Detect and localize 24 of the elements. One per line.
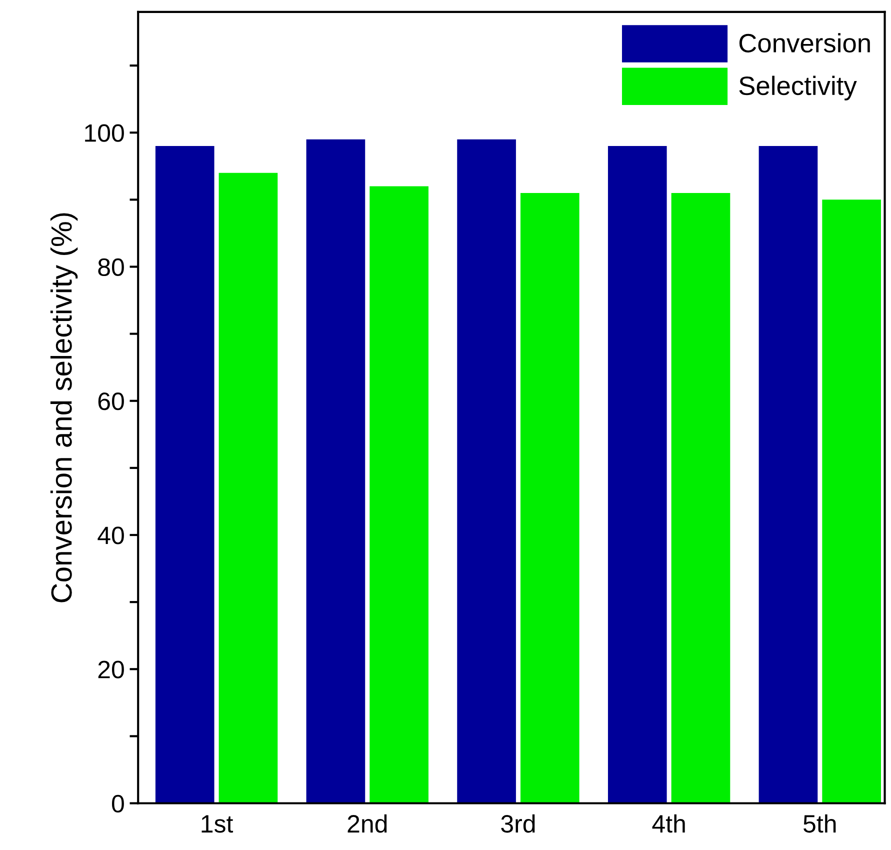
y-tick-label: 20 (98, 660, 124, 678)
y-tick-label: 80 (98, 258, 124, 276)
y-tick-label: 100 (85, 124, 124, 142)
x-tick-label: 2nd (348, 814, 387, 833)
legend-label: Selectivity (739, 76, 857, 100)
bar (457, 139, 516, 804)
y-tick-label: 0 (112, 794, 124, 813)
bar (520, 192, 580, 804)
x-tick-label: 5th (804, 814, 836, 833)
bar (608, 146, 667, 804)
bar (155, 146, 214, 804)
bar (822, 200, 881, 804)
y-axis-title: Conversion and selectivity (%) (50, 213, 78, 602)
bar (671, 192, 730, 804)
y-tick-label: 60 (98, 392, 124, 410)
x-tick-label: 4th (652, 814, 685, 833)
x-tick-label: 1st (202, 815, 234, 833)
x-tick-label: 3rd (501, 814, 535, 833)
bar (370, 186, 428, 804)
y-tick-label: 40 (98, 526, 124, 544)
bar (306, 139, 366, 804)
bar (758, 146, 818, 804)
bar (218, 172, 278, 804)
legend-label: Conversion (739, 33, 870, 53)
